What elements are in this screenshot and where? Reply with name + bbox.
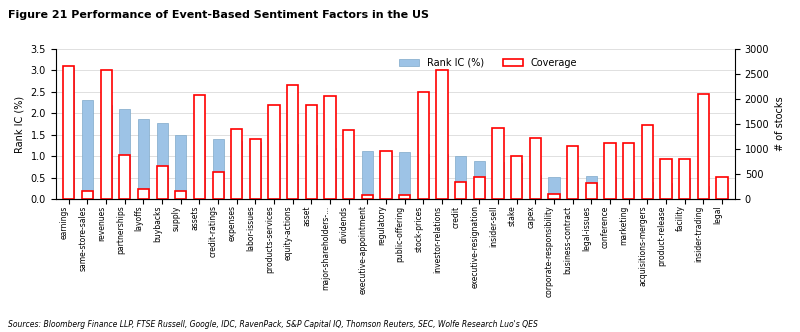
Bar [269, 105, 280, 199]
Bar [455, 156, 466, 199]
Bar [343, 129, 354, 199]
Bar [119, 109, 130, 199]
Bar [399, 152, 410, 199]
Bar [101, 70, 112, 199]
Bar [325, 148, 336, 199]
Bar [63, 66, 74, 199]
Bar [437, 154, 448, 199]
Bar [82, 100, 93, 199]
Bar [567, 177, 578, 199]
Bar [493, 162, 503, 199]
Bar [474, 177, 485, 199]
Bar [698, 94, 709, 199]
Bar [511, 156, 522, 199]
Bar [548, 177, 559, 199]
Bar [567, 146, 578, 199]
Bar [455, 182, 466, 199]
Bar [306, 145, 317, 199]
Bar [250, 142, 261, 199]
Bar [306, 105, 317, 199]
Bar [399, 195, 410, 199]
Bar [250, 138, 261, 199]
Bar [679, 159, 690, 199]
Bar [194, 96, 205, 199]
Bar [231, 141, 242, 199]
Bar [269, 142, 280, 199]
Bar [660, 183, 671, 199]
Bar [642, 182, 653, 199]
Bar [474, 161, 485, 199]
Bar [63, 68, 74, 199]
Bar [175, 191, 186, 199]
Bar [119, 155, 130, 199]
Bar [287, 85, 298, 199]
Bar [586, 183, 597, 199]
Bar [138, 189, 149, 199]
Bar [418, 154, 429, 199]
Text: Figure 21 Performance of Event-Based Sentiment Factors in the US: Figure 21 Performance of Event-Based Sen… [8, 10, 429, 20]
Bar [213, 172, 224, 199]
Bar [194, 136, 205, 199]
Bar [157, 123, 168, 199]
Legend: Rank IC (%), Coverage: Rank IC (%), Coverage [395, 54, 581, 71]
Bar [157, 166, 168, 199]
Bar [716, 177, 727, 199]
Bar [530, 137, 541, 199]
Bar [623, 142, 634, 199]
Bar [138, 119, 149, 199]
Bar [362, 195, 373, 199]
Bar [530, 175, 541, 199]
Bar [604, 177, 615, 199]
Bar [642, 124, 653, 199]
Bar [548, 194, 559, 199]
Y-axis label: Rank IC (%): Rank IC (%) [15, 96, 25, 153]
Bar [716, 193, 727, 199]
Bar [231, 129, 242, 199]
Bar [213, 139, 224, 199]
Bar [325, 96, 336, 199]
Bar [418, 92, 429, 199]
Bar [493, 128, 503, 199]
Bar [698, 186, 709, 199]
Bar [660, 159, 671, 199]
Bar [679, 178, 690, 199]
Bar [287, 144, 298, 199]
Bar [381, 152, 392, 199]
Bar [175, 135, 186, 199]
Text: Sources: Bloomberg Finance LLP, FTSE Russell, Google, IDC, RavenPack, S&P Capita: Sources: Bloomberg Finance LLP, FTSE Rus… [8, 320, 538, 329]
Y-axis label: # of stocks: # of stocks [775, 97, 785, 151]
Bar [623, 181, 634, 199]
Bar [511, 163, 522, 199]
Bar [82, 191, 93, 199]
Bar [362, 151, 373, 199]
Bar [101, 105, 112, 199]
Bar [437, 70, 448, 199]
Bar [381, 151, 392, 199]
Bar [604, 143, 615, 199]
Bar [586, 176, 597, 199]
Bar [343, 150, 354, 199]
